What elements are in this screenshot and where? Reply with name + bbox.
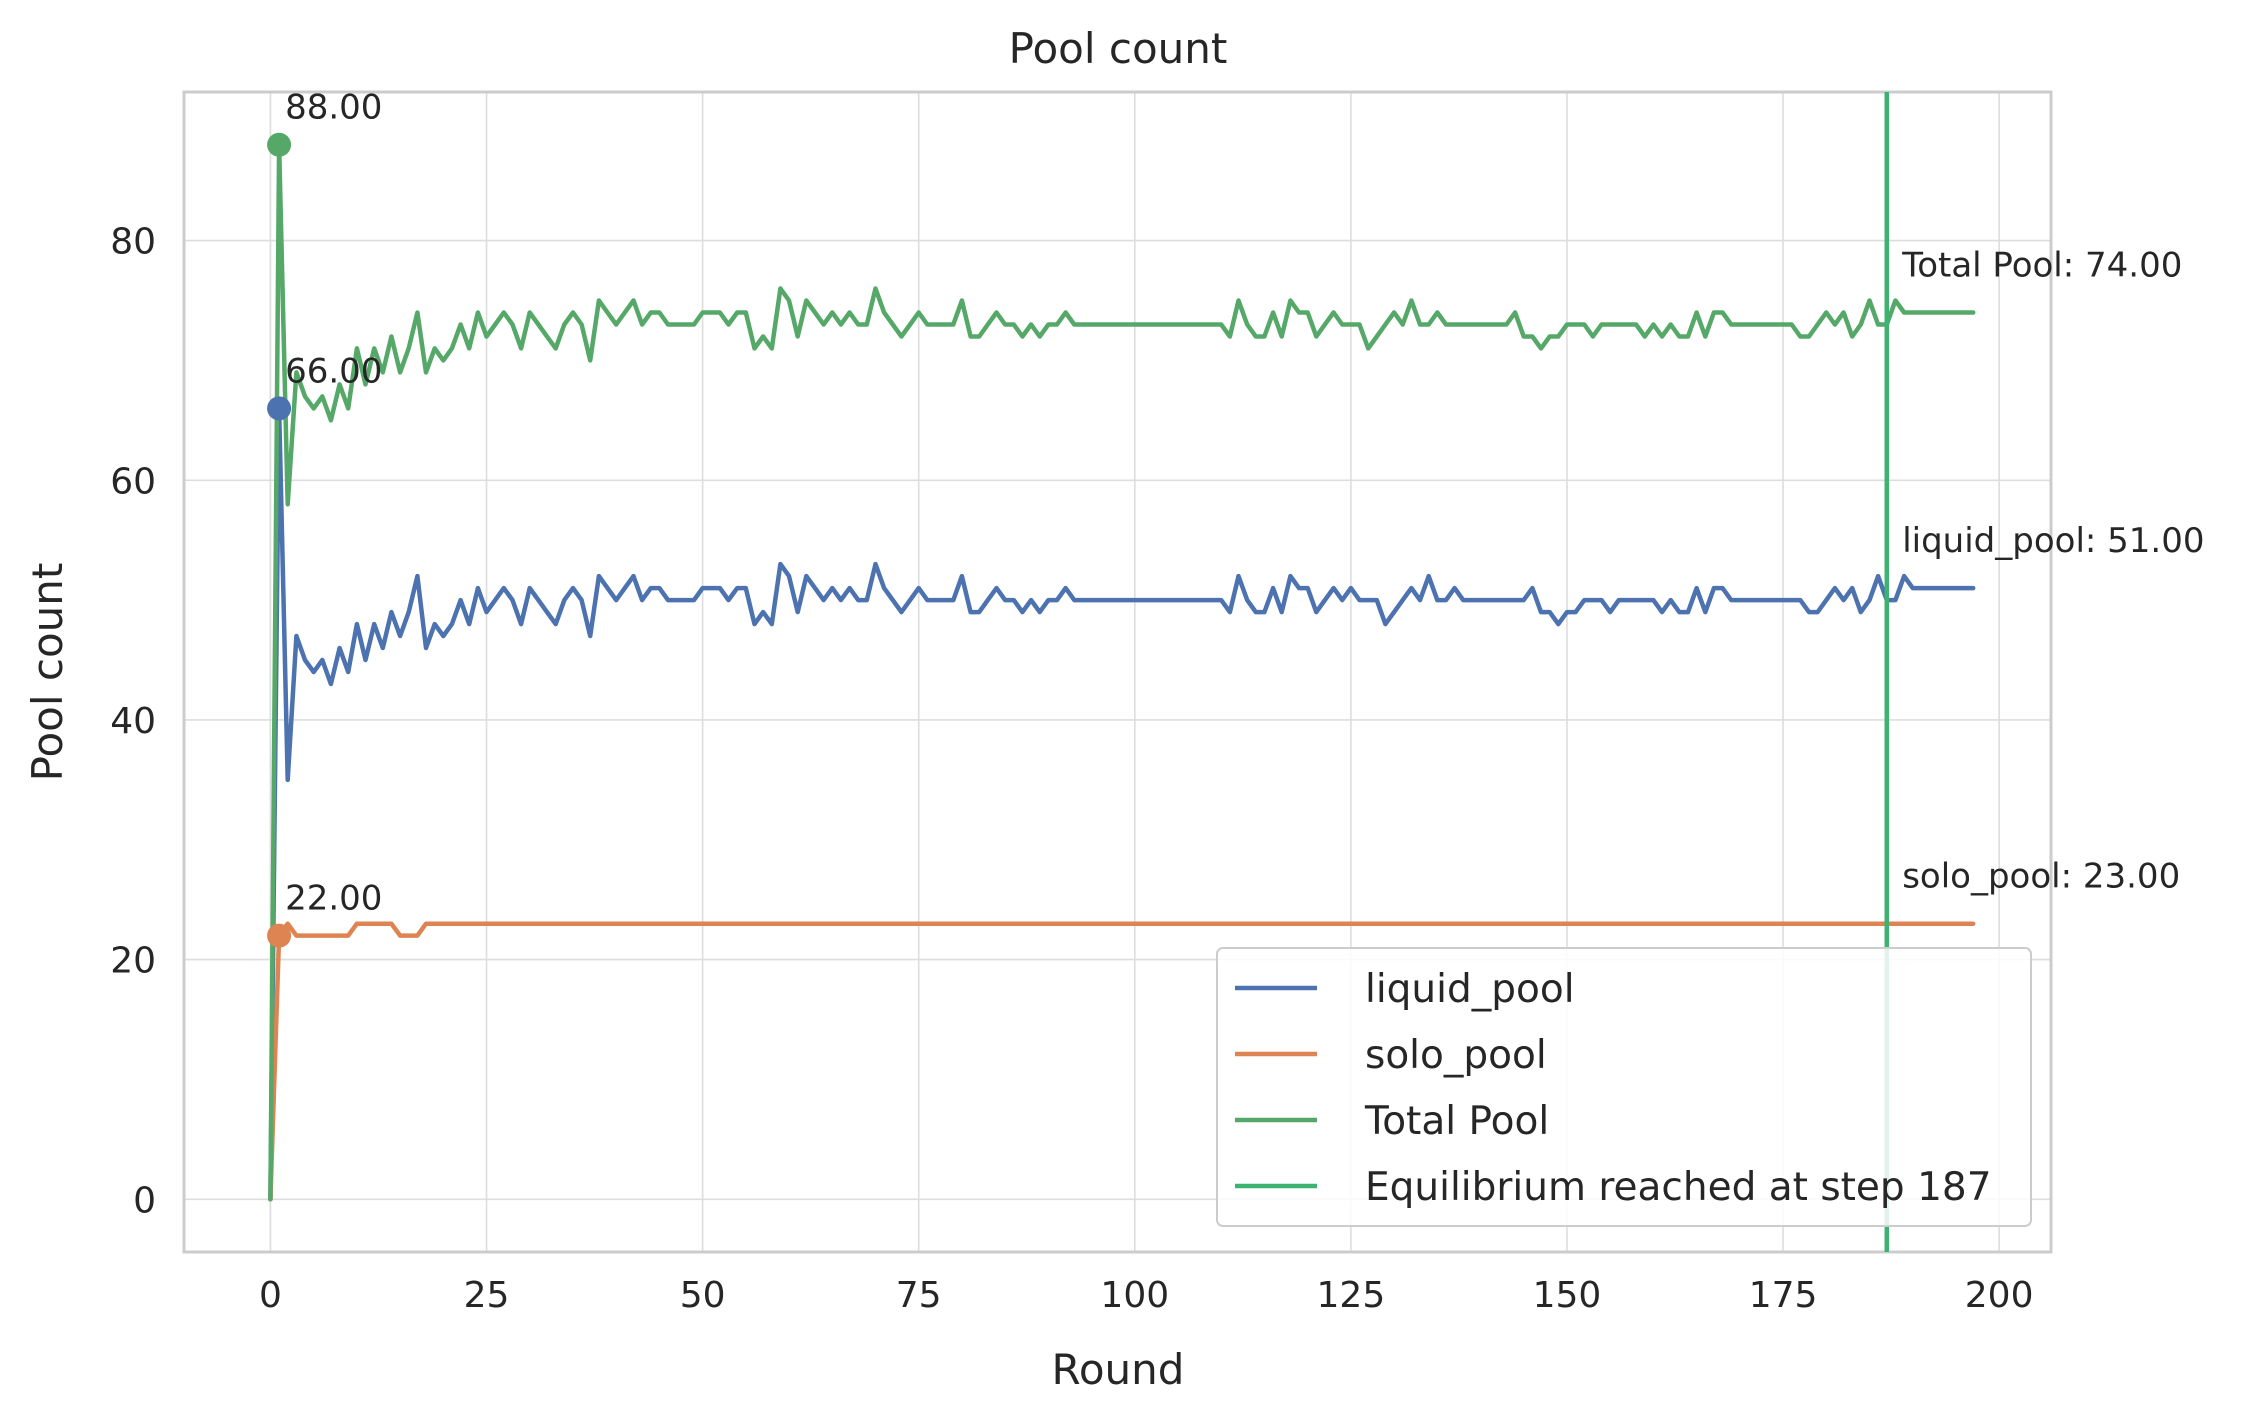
legend-label: Total Pool <box>1364 1099 1549 1144</box>
series-line-liquid-pool <box>268 406 1976 1202</box>
x-tick-label: 25 <box>464 1275 510 1316</box>
x-tick-label: 125 <box>1317 1275 1386 1316</box>
y-tick-label: 60 <box>110 461 156 502</box>
start-value-label: 22.00 <box>285 879 382 919</box>
end-value-label: Total Pool: 74.00 <box>1901 245 2182 285</box>
legend-label: solo_pool <box>1365 1033 1547 1078</box>
x-tick-label: 175 <box>1749 1275 1818 1316</box>
y-tick-label: 80 <box>110 222 156 263</box>
series-line-solo-pool <box>268 921 1976 1202</box>
x-axis-title: Round <box>1052 1345 1185 1394</box>
start-markers <box>267 132 292 948</box>
start-marker <box>267 396 292 421</box>
end-value-label: solo_pool: 23.00 <box>1902 857 2180 897</box>
x-tick-label: 100 <box>1100 1275 1169 1316</box>
legend: liquid_pool solo_pool Total Pool Equilibriu… <box>1216 947 2032 1227</box>
x-tick-label: 50 <box>680 1275 726 1316</box>
y-tick-label: 40 <box>110 701 156 742</box>
annotations: 66.00 22.00 88.00 Total Pool: 74.00 liquid_p… <box>285 88 2204 919</box>
x-tick-label: 75 <box>896 1275 942 1316</box>
x-tick-label: 150 <box>1533 1275 1602 1316</box>
tick-labels: 0 25 50 75 100 125 150 175 200 0 20 40 60 80 <box>110 222 2033 1316</box>
start-value-label: 66.00 <box>285 351 382 391</box>
x-tick-label: 0 <box>259 1275 282 1316</box>
start-value-label: 88.00 <box>285 88 382 128</box>
series-lines <box>268 142 1976 1202</box>
series-line-total-pool <box>268 142 1976 1202</box>
chart-title: Pool count <box>1009 24 1228 73</box>
x-tick-label: 200 <box>1965 1275 2034 1316</box>
plot-frame <box>182 90 2053 1254</box>
legend-box <box>1216 947 2032 1227</box>
legend-label: liquid_pool <box>1365 967 1575 1012</box>
start-marker <box>267 132 292 157</box>
y-tick-label: 0 <box>133 1180 156 1221</box>
y-axis-title: Pool count <box>23 563 72 782</box>
end-value-label: liquid_pool: 51.00 <box>1902 521 2204 561</box>
start-marker <box>267 923 292 948</box>
legend-label: Equilibrium reached at step 187 <box>1365 1165 1992 1210</box>
y-tick-label: 20 <box>110 941 156 982</box>
